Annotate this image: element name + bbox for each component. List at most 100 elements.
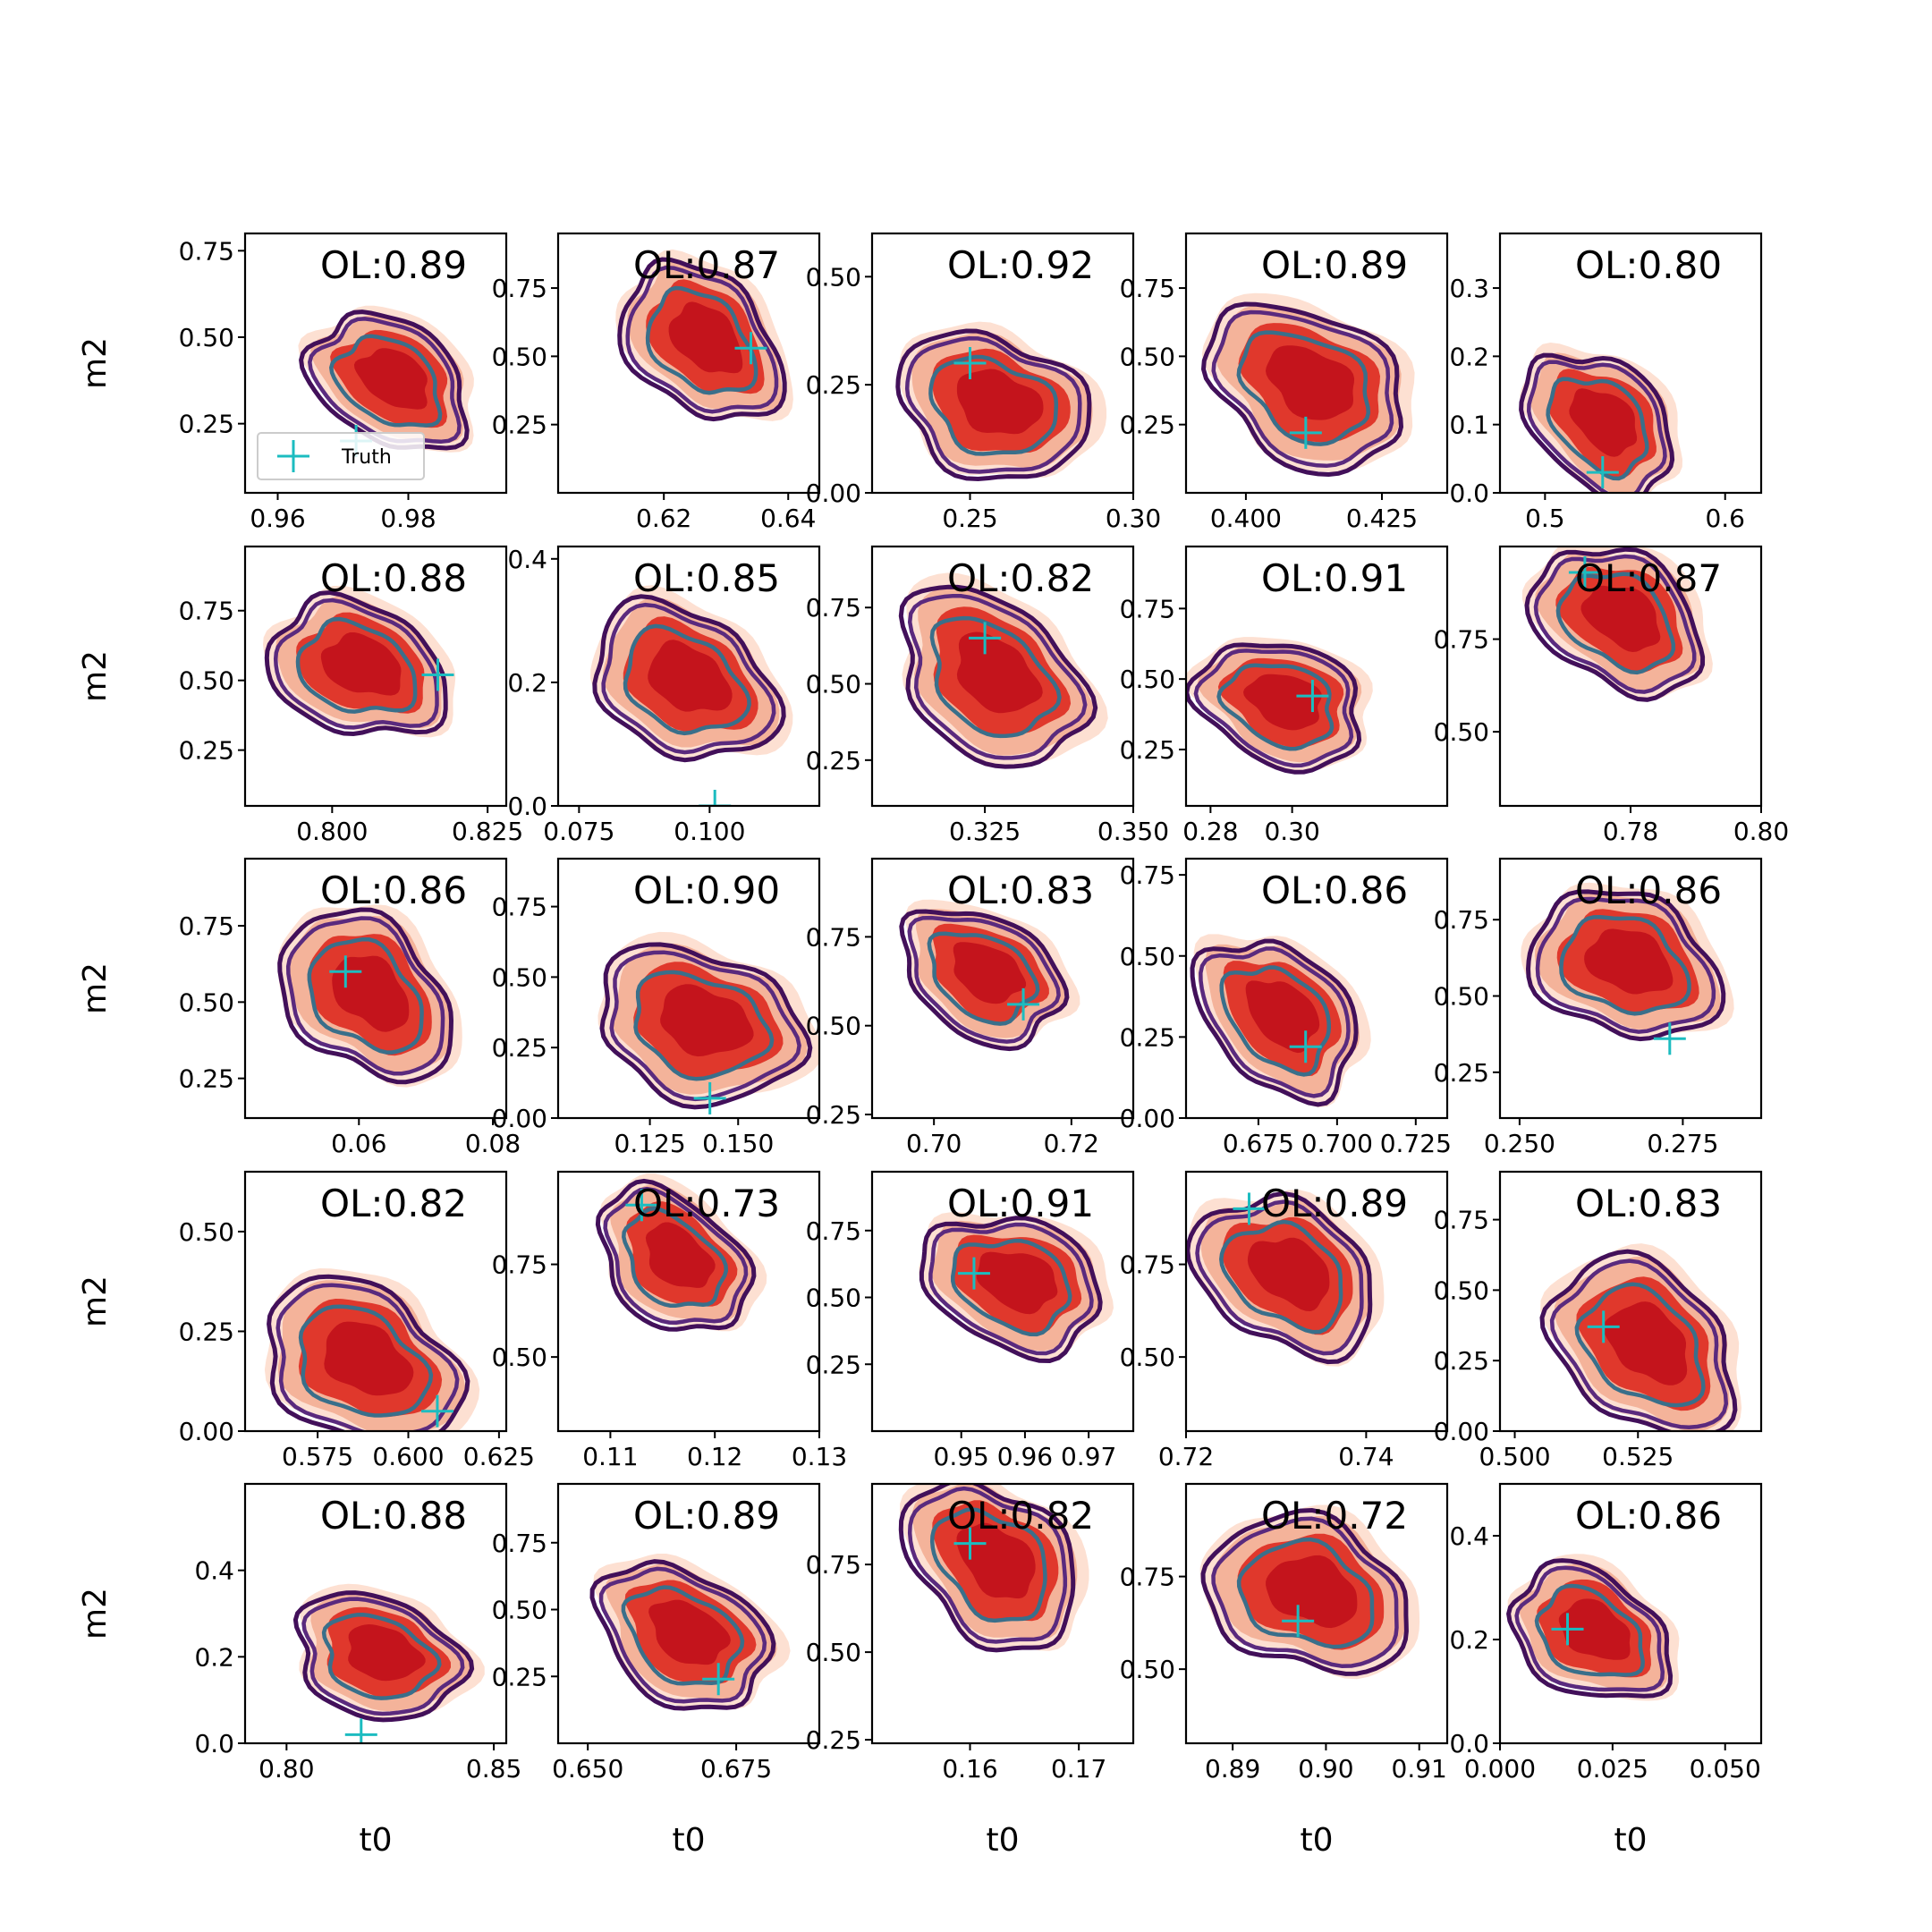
- contour-outer: [895, 328, 1092, 482]
- overlap-label: OL:0.92: [947, 243, 1094, 287]
- y-tick-label: 0.50: [1120, 665, 1175, 694]
- y-tick-label: 0.75: [492, 1529, 547, 1558]
- x-tick-label: 0.72: [1158, 1442, 1214, 1471]
- axes-frame: [556, 1482, 821, 1745]
- overlap-label: OL:0.80: [1575, 243, 1722, 287]
- panel-9: OL:0.91 0.28 0.30 0.25 0.50 0.75: [1120, 545, 1449, 846]
- y-tick-label: 0.25: [1434, 1058, 1489, 1088]
- truth-marker: [1587, 1310, 1620, 1343]
- x-tick-label: 0.89: [1205, 1754, 1260, 1784]
- x-tick-label: 0.000: [1464, 1754, 1536, 1784]
- y-tick-label: 0.75: [492, 1250, 547, 1280]
- density-fill-core: [324, 1321, 414, 1396]
- axes-frame: [556, 545, 821, 808]
- axes-frame: [870, 1482, 1135, 1745]
- overlap-label: OL:0.91: [947, 1182, 1094, 1225]
- contour-outer: [595, 1178, 757, 1332]
- x-tick-label: 0.62: [636, 504, 691, 533]
- x-tick-label: 0.16: [942, 1754, 997, 1784]
- y-tick-label: 0.4: [507, 545, 547, 574]
- x-tick-label: 0.5: [1525, 504, 1565, 533]
- density-layer: [1186, 637, 1373, 775]
- y-tick-label: 0.25: [806, 1100, 861, 1130]
- y-tick-label: 0.75: [1434, 905, 1489, 935]
- density-fill-core: [956, 1522, 1036, 1599]
- density-fill-core: [660, 984, 754, 1057]
- density-fill-core: [668, 301, 743, 374]
- axes-frame: [1498, 1170, 1763, 1433]
- density-fill-core: [976, 1251, 1058, 1315]
- density-layer: [264, 1268, 480, 1431]
- contour-outer: [1186, 642, 1362, 775]
- y-axis-label: m2: [77, 962, 114, 1014]
- contour-outer: [589, 1559, 776, 1711]
- density-layer: [597, 931, 819, 1110]
- y-tick-label: 0.25: [1120, 1022, 1175, 1052]
- density-layer: [1521, 882, 1734, 1042]
- overlap-label: OL:0.73: [633, 1182, 780, 1225]
- density-fill-core: [648, 1599, 731, 1665]
- y-tick-label: 0.50: [806, 670, 861, 699]
- x-tick-label: 0.97: [1061, 1442, 1116, 1471]
- legend-truth-marker: [277, 440, 309, 472]
- panel-15: OL:0.86 0.250 0.275 0.25 0.50 0.75: [1434, 857, 1763, 1158]
- y-tick-label: 0.75: [1120, 1563, 1175, 1592]
- truth-marker: [1007, 987, 1040, 1021]
- panel-18: OL:0.91 0.95 0.96 0.97 0.25 0.50 0.75: [806, 1170, 1135, 1471]
- contour-mid: [285, 916, 445, 1076]
- contour-inner: [1546, 377, 1649, 481]
- density-fill-core: [1569, 388, 1638, 457]
- y-tick-label: 0.00: [806, 479, 861, 508]
- y-tick-label: 0.50: [1434, 717, 1489, 747]
- x-tick-label: 0.525: [1602, 1442, 1674, 1471]
- contour-inner: [1559, 915, 1691, 1016]
- y-tick-label: 0.0: [1449, 1729, 1489, 1758]
- panel-14: OL:0.86 0.675 0.700 0.725 0.00 0.25 0.50 0.75: [1120, 857, 1452, 1158]
- contour-inner: [321, 1613, 442, 1700]
- contour-inner: [1534, 1583, 1645, 1677]
- y-tick-label: 0.50: [1120, 1655, 1175, 1684]
- x-tick-label: 0.250: [1484, 1129, 1555, 1158]
- y-tick-label: 0.75: [179, 911, 234, 941]
- truth-marker: [699, 790, 732, 806]
- contour-outer: [1200, 301, 1404, 478]
- contour-mid: [1211, 309, 1394, 469]
- x-tick-label: 0.675: [700, 1754, 772, 1784]
- x-tick-label: 0.675: [1223, 1129, 1294, 1158]
- density-fill-core: [1266, 345, 1355, 420]
- legend: Truth: [257, 432, 425, 480]
- x-tick-label: 0.825: [452, 817, 523, 846]
- y-tick-label: 0.25: [492, 1662, 547, 1691]
- y-tick-label: 0.3: [1449, 274, 1489, 303]
- overlap-label: OL:0.88: [320, 556, 467, 600]
- axes-frame: [870, 857, 1135, 1120]
- y-tick-label: 0.50: [806, 1284, 861, 1313]
- panel-2: OL:0.87 0.62 0.64 0.25 0.50 0.75: [492, 232, 821, 533]
- y-tick-label: 0.25: [179, 1317, 234, 1346]
- y-tick-label: 0.50: [1120, 942, 1175, 971]
- axes-frame: [870, 1170, 1135, 1433]
- contour-outer: [898, 584, 1098, 769]
- contour-mid: [625, 265, 779, 414]
- x-tick-label: 0.600: [372, 1442, 444, 1471]
- panel-10: OL:0.87 0.78 0.80 0.50 0.75: [1434, 545, 1789, 846]
- y-tick-label: 0.25: [179, 1064, 234, 1094]
- panel-21: OL:0.88 0.80 0.85 0.0 0.2 0.4 m2 t0: [77, 1482, 521, 1859]
- legend-label: Truth: [341, 446, 392, 469]
- axes-frame: [870, 232, 1135, 495]
- panel-3: OL:0.92 0.25 0.30 0.00 0.25 0.50: [806, 232, 1161, 533]
- contour-mid: [273, 597, 439, 730]
- density-layer: [1521, 547, 1713, 702]
- x-tick-label: 0.80: [1733, 817, 1789, 846]
- contour-inner: [929, 615, 1062, 739]
- contour-outer: [1186, 1191, 1373, 1365]
- axes-frame: [1498, 1482, 1763, 1745]
- density-fill-core: [1247, 1237, 1330, 1311]
- truth-marker: [1568, 556, 1601, 589]
- y-tick-label: 0.50: [492, 962, 547, 992]
- axes-frame: [1184, 857, 1449, 1120]
- overlap-label: OL:0.86: [1261, 869, 1408, 912]
- y-tick-label: 0.50: [179, 1217, 234, 1247]
- x-tick-label: 0.650: [552, 1754, 623, 1784]
- x-tick-label: 0.075: [543, 817, 614, 846]
